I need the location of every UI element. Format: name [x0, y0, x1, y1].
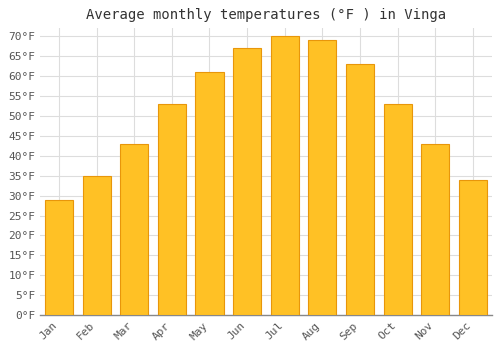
Bar	[384, 104, 411, 315]
Title: Average monthly temperatures (°F ) in Vinga: Average monthly temperatures (°F ) in Vi…	[86, 8, 446, 22]
Bar	[458, 180, 487, 315]
Bar	[120, 144, 148, 315]
Bar	[196, 72, 224, 315]
Bar	[346, 64, 374, 315]
Bar	[233, 48, 261, 315]
Bar	[308, 40, 336, 315]
Bar	[421, 144, 450, 315]
Bar	[45, 199, 73, 315]
Bar	[82, 176, 110, 315]
Bar	[270, 36, 299, 315]
Bar	[158, 104, 186, 315]
